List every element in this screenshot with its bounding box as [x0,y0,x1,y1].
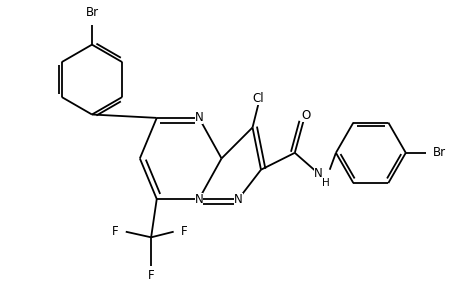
Text: H: H [321,178,329,188]
Text: F: F [180,225,187,238]
Text: F: F [112,225,119,238]
Text: N: N [194,111,203,124]
Text: N: N [194,193,203,206]
Text: F: F [147,269,154,282]
Text: N: N [313,167,322,180]
Text: Cl: Cl [252,92,263,105]
Text: O: O [301,109,310,122]
Text: Br: Br [85,6,98,19]
Text: N: N [234,193,242,206]
Text: Br: Br [432,146,445,159]
